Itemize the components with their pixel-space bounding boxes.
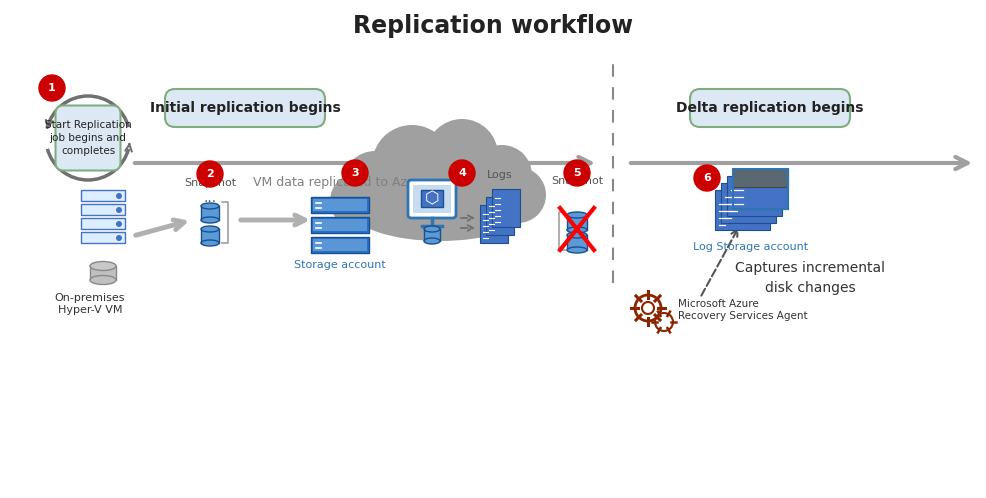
FancyBboxPatch shape [408,180,456,218]
FancyBboxPatch shape [567,235,587,250]
Circle shape [564,160,590,186]
Text: Initial replication begins: Initial replication begins [150,101,340,115]
Circle shape [116,207,122,213]
FancyBboxPatch shape [311,217,369,233]
FancyBboxPatch shape [733,169,788,187]
Ellipse shape [424,226,440,232]
Circle shape [116,221,122,227]
Ellipse shape [567,232,587,238]
FancyBboxPatch shape [90,266,116,280]
FancyBboxPatch shape [721,183,776,223]
Circle shape [694,165,720,191]
FancyBboxPatch shape [313,219,367,231]
Circle shape [426,119,498,191]
Circle shape [343,151,407,215]
FancyBboxPatch shape [727,176,782,216]
Text: Logs: Logs [487,170,513,180]
Text: Storage account: Storage account [294,260,386,270]
FancyBboxPatch shape [480,205,508,243]
FancyBboxPatch shape [165,89,325,127]
Text: 1: 1 [48,83,56,93]
Ellipse shape [201,240,219,246]
FancyBboxPatch shape [55,106,120,170]
Ellipse shape [353,181,528,241]
Circle shape [39,75,65,101]
Ellipse shape [201,226,219,232]
Text: ...: ... [203,191,217,205]
Text: 3: 3 [351,168,359,178]
FancyBboxPatch shape [81,232,125,243]
Text: Start Replication
job begins and
completes: Start Replication job begins and complet… [44,120,131,156]
Text: 6: 6 [703,173,711,183]
Text: Replication workflow: Replication workflow [353,14,633,38]
FancyBboxPatch shape [733,169,788,209]
Circle shape [116,193,122,199]
FancyBboxPatch shape [81,204,125,215]
FancyBboxPatch shape [313,199,367,211]
Ellipse shape [201,203,219,209]
Ellipse shape [90,261,116,270]
Ellipse shape [567,212,587,218]
FancyBboxPatch shape [313,239,367,251]
FancyBboxPatch shape [424,229,440,241]
FancyBboxPatch shape [421,190,443,207]
Circle shape [490,167,546,223]
FancyBboxPatch shape [81,190,125,201]
Ellipse shape [567,247,587,253]
FancyBboxPatch shape [486,197,514,235]
Text: On-premises
Hyper-V VM: On-premises Hyper-V VM [55,293,125,315]
Text: Snapshot: Snapshot [184,178,236,188]
Text: ⬡: ⬡ [425,189,439,207]
Circle shape [330,173,386,229]
Circle shape [116,235,122,241]
Circle shape [372,125,452,205]
FancyBboxPatch shape [81,218,125,229]
Text: Microsoft Azure
Recovery Services Agent: Microsoft Azure Recovery Services Agent [678,299,808,321]
Circle shape [197,161,223,187]
Text: VM data replicated to Azure: VM data replicated to Azure [252,175,427,189]
Circle shape [342,160,368,186]
Ellipse shape [201,217,219,223]
Text: 2: 2 [206,169,214,179]
FancyBboxPatch shape [715,190,770,230]
Ellipse shape [567,227,587,233]
Text: 4: 4 [458,168,466,178]
FancyBboxPatch shape [492,189,520,227]
Text: 5: 5 [573,168,581,178]
FancyBboxPatch shape [413,185,451,213]
FancyBboxPatch shape [201,206,219,220]
FancyBboxPatch shape [311,197,369,213]
FancyBboxPatch shape [567,215,587,230]
Circle shape [449,160,475,186]
Ellipse shape [424,238,440,244]
Text: Snapshot: Snapshot [551,176,603,186]
Text: Captures incremental
disk changes: Captures incremental disk changes [735,261,885,295]
Ellipse shape [90,275,116,284]
Text: Log Storage account: Log Storage account [693,242,809,252]
FancyBboxPatch shape [690,89,850,127]
FancyBboxPatch shape [201,229,219,243]
FancyBboxPatch shape [311,237,369,253]
Circle shape [472,145,532,205]
Text: Delta replication begins: Delta replication begins [676,101,864,115]
